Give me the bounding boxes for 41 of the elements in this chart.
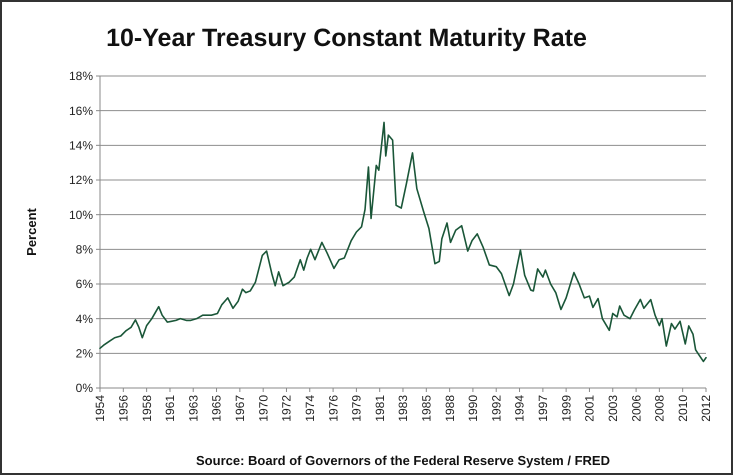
x-tick-label: 1981 bbox=[372, 394, 387, 422]
x-tick-label: 1958 bbox=[140, 394, 154, 422]
x-tick-label: 1972 bbox=[280, 394, 294, 422]
y-tick-label: 4% bbox=[76, 312, 94, 326]
y-tick-label: 6% bbox=[76, 277, 94, 292]
y-tick-label: 18% bbox=[68, 69, 94, 84]
x-tick-label: 2001 bbox=[582, 394, 597, 422]
x-tick-label: 2010 bbox=[676, 394, 690, 422]
x-tick-label: 2006 bbox=[629, 394, 644, 422]
x-tick-label: 1979 bbox=[350, 394, 364, 422]
y-tick-label: 0% bbox=[76, 381, 94, 396]
x-tick-label: 2012 bbox=[699, 394, 714, 422]
x-tick-label: 1961 bbox=[163, 394, 178, 422]
line-series bbox=[99, 122, 707, 362]
y-tick-label: 12% bbox=[68, 173, 94, 188]
y-tick-label: 14% bbox=[68, 138, 94, 153]
x-tick-label: 1965 bbox=[210, 394, 224, 422]
chart-title: 10-Year Treasury Constant Maturity Rate bbox=[106, 24, 587, 52]
x-tick-label: 1994 bbox=[512, 394, 527, 422]
x-tick-label: 1970 bbox=[256, 394, 270, 422]
x-tick-label: 1976 bbox=[326, 394, 340, 422]
x-tick-label: 1985 bbox=[420, 394, 434, 422]
y-tick-label: 10% bbox=[68, 208, 94, 222]
x-tick-label: 1956 bbox=[116, 394, 131, 422]
y-tick-label: 2% bbox=[76, 346, 94, 361]
x-tick-label: 1954 bbox=[93, 394, 108, 422]
source-note: Source: Board of Governors of the Federal Reserve System / FRED bbox=[196, 453, 610, 468]
x-tick-label: 1974 bbox=[302, 394, 317, 422]
y-tick-label: 16% bbox=[68, 104, 94, 118]
x-tick-label: 2008 bbox=[652, 394, 667, 422]
x-tick-label: 2003 bbox=[606, 394, 620, 422]
y-axis-title: Percent bbox=[24, 207, 39, 256]
x-tick-label: 1983 bbox=[396, 394, 410, 422]
x-tick-label: 1967 bbox=[233, 394, 248, 422]
x-tick-label: 1990 bbox=[466, 394, 480, 422]
x-tick-label: 1963 bbox=[186, 394, 200, 422]
x-tick-label: 1997 bbox=[536, 394, 550, 422]
y-tick-label: 8% bbox=[76, 242, 94, 257]
x-tick-label: 1999 bbox=[559, 394, 574, 422]
x-tick-label: 1992 bbox=[489, 394, 504, 422]
x-tick-label: 1988 bbox=[442, 394, 457, 422]
